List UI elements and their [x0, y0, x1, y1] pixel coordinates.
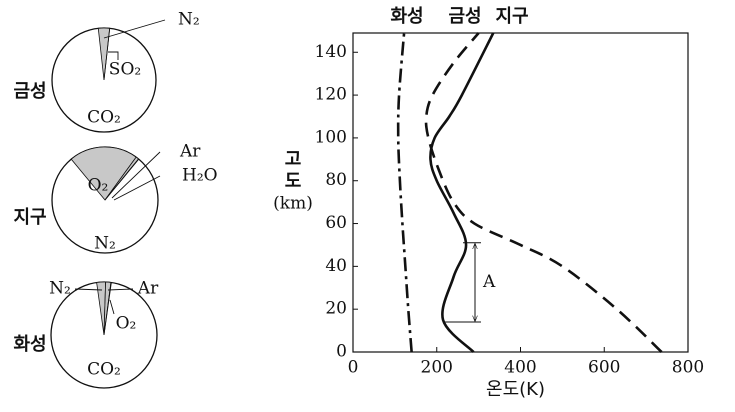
pie-label: N₂	[49, 279, 71, 299]
leader-line	[113, 175, 161, 201]
pie-label: N₂	[178, 10, 200, 30]
y-tick-label: 140	[315, 42, 347, 62]
pie-slice	[103, 27, 111, 81]
y-tick-label: 40	[325, 256, 347, 276]
x-tick-label: 800	[672, 358, 704, 378]
y-tick-label: 100	[315, 127, 347, 147]
y-axis-label: 고	[285, 149, 302, 170]
series-line	[424, 32, 663, 353]
series-line	[429, 32, 495, 353]
y-tick-label: 120	[315, 85, 347, 105]
leader-line	[107, 288, 134, 291]
series-line	[396, 32, 413, 353]
x-axis-label: 온도(K)	[486, 379, 545, 400]
x-tick-label: 400	[504, 358, 536, 378]
pie-label: Ar	[179, 142, 201, 162]
planet-title: 화성	[13, 334, 46, 355]
y-axis-label: 도	[285, 171, 302, 192]
pie-label: O₂	[116, 314, 137, 334]
x-tick-label: 200	[421, 358, 453, 378]
leader-line	[74, 288, 103, 291]
pie-slice	[70, 146, 137, 201]
planet-title: 금성	[13, 81, 46, 102]
plot-frame	[352, 32, 689, 353]
pie-label: Ar	[137, 279, 159, 299]
leader-line	[108, 51, 119, 60]
y-tick-label: 20	[325, 299, 347, 319]
series-name: 금성	[448, 6, 481, 27]
annotation-label: A	[482, 272, 496, 292]
leader-line	[109, 299, 115, 315]
y-tick-label: 60	[325, 213, 347, 233]
series-name: 지구	[495, 6, 528, 27]
leader-line	[103, 19, 166, 39]
pie-slice	[104, 158, 140, 201]
pie-label: O₂	[88, 176, 109, 196]
y-axis-label: (km)	[273, 194, 313, 214]
pie-label: H₂O	[182, 166, 218, 186]
pie-label: SO₂	[109, 60, 141, 80]
y-tick-label: 80	[325, 170, 347, 190]
x-tick-label: 0	[348, 358, 359, 378]
pie-label: N₂	[94, 234, 116, 254]
pie-slice	[103, 282, 112, 336]
pie-label: CO₂	[87, 360, 121, 380]
x-tick-label: 600	[588, 358, 620, 378]
planet-title: 지구	[13, 207, 46, 228]
y-tick-label: 0	[336, 342, 347, 362]
series-name: 화성	[390, 6, 423, 27]
pie-label: CO₂	[87, 108, 121, 128]
leader-line	[111, 151, 161, 199]
